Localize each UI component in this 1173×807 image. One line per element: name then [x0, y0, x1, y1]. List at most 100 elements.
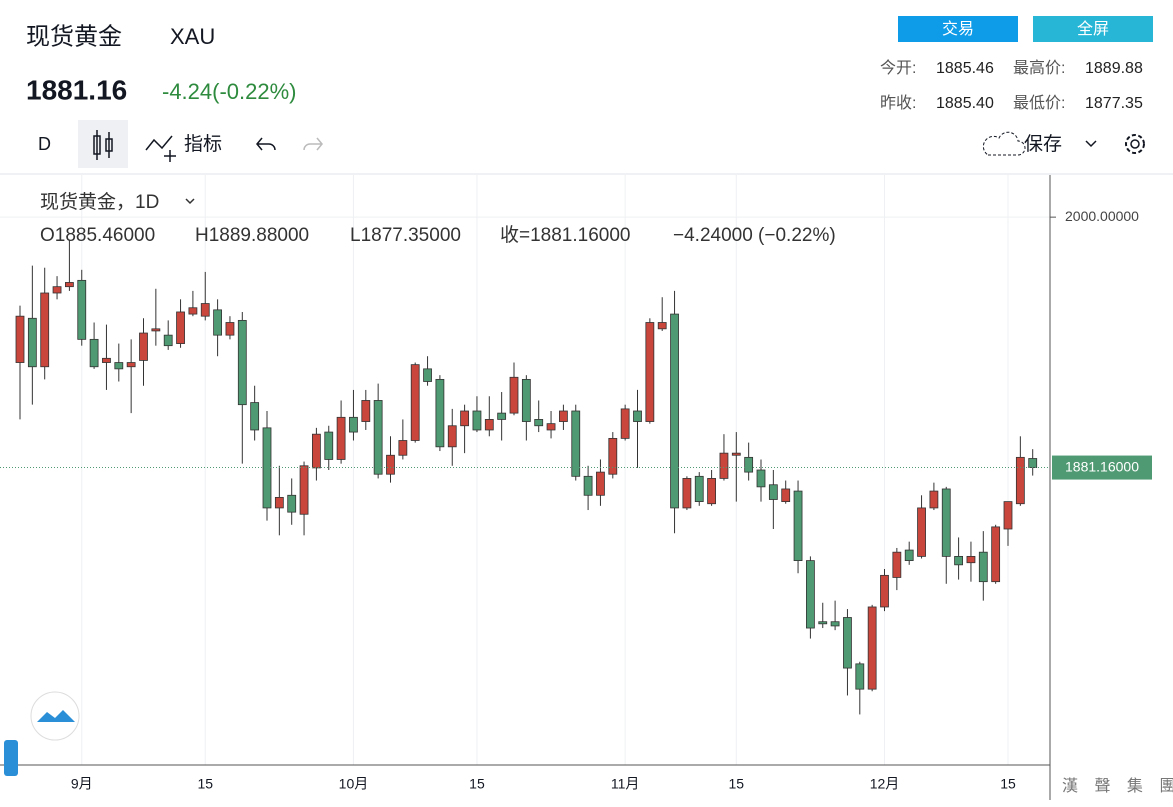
- candle-body: [917, 507, 926, 557]
- candle-body: [929, 490, 939, 509]
- price-change: -4.24(-0.22%): [162, 79, 297, 104]
- candle-body: [287, 494, 297, 513]
- trade-button-label[interactable]: 交易: [942, 20, 974, 38]
- candle-body: [324, 431, 334, 460]
- x-tick-label: 15: [197, 776, 213, 792]
- plot-area: [0, 175, 1050, 765]
- chart-style-button[interactable]: [78, 120, 128, 168]
- candle-body: [756, 469, 766, 488]
- candle-body: [386, 454, 395, 475]
- instrument-symbol: XAU: [170, 24, 215, 49]
- trade-button[interactable]: [898, 16, 1018, 42]
- candle-body: [867, 606, 877, 690]
- candle-body: [398, 440, 408, 456]
- last-price-badge: [1052, 455, 1152, 480]
- candle-body: [497, 412, 507, 420]
- candle-body: [978, 551, 988, 583]
- x-tick-label: 15: [469, 776, 485, 792]
- candle-body: [719, 452, 729, 479]
- candle-body: [657, 322, 667, 330]
- settings-icon-center: [1130, 139, 1140, 149]
- legend-value: −4.24000 (−0.22%): [673, 225, 836, 246]
- watermark: 漢 聲 集 團: [1062, 777, 1173, 795]
- candle-body: [163, 334, 173, 347]
- side-panel-tab[interactable]: [4, 740, 18, 776]
- fullscreen-button-label[interactable]: 全屏: [1077, 20, 1109, 38]
- candle-body: [509, 376, 519, 414]
- candle-body: [583, 475, 593, 496]
- candle-body: [1003, 501, 1013, 530]
- save-menu-chevron[interactable]: [1085, 140, 1097, 148]
- candle-body: [410, 364, 420, 441]
- candle-body: [559, 410, 568, 422]
- candle-body: [349, 416, 358, 433]
- legend-values: O1885.46000 H1889.88000 L1877.35000 收=1881.…: [40, 224, 836, 246]
- candle-body: [744, 456, 754, 473]
- candle-body: [15, 315, 25, 363]
- candle-body: [731, 452, 741, 456]
- candle-body: [571, 410, 581, 477]
- candle-body: [633, 410, 642, 422]
- x-tick-label: 9月: [71, 776, 93, 792]
- candle-body: [460, 410, 470, 427]
- stat-value: 1885.40: [936, 95, 994, 112]
- candle-body: [793, 490, 803, 562]
- candle-body: [435, 378, 445, 448]
- candle-body: [472, 410, 482, 431]
- stat-label: 昨收:: [880, 94, 916, 112]
- candle-body: [200, 303, 210, 317]
- candle-body: [373, 400, 383, 475]
- candle-body: [311, 433, 321, 469]
- candle-body: [151, 328, 161, 332]
- candle-body: [188, 307, 198, 315]
- candle-body: [52, 286, 62, 294]
- candle-body: [694, 475, 704, 503]
- candle-body: [77, 279, 87, 340]
- candle-body: [274, 496, 284, 509]
- candle-body: [818, 621, 828, 625]
- settings-icon[interactable]: [1125, 134, 1145, 154]
- candle-body: [670, 313, 679, 509]
- cloud-icon[interactable]: [982, 131, 1026, 156]
- logo-mark: [37, 710, 75, 722]
- candle-body: [534, 419, 544, 427]
- fullscreen-button[interactable]: [1033, 16, 1153, 42]
- logo-badge[interactable]: [30, 691, 80, 741]
- legend-value: L1877.35000: [350, 225, 461, 246]
- stat-value: 1885.46: [936, 60, 994, 77]
- save-button[interactable]: 保存: [1024, 133, 1062, 155]
- candle-body: [336, 416, 346, 460]
- candle-body: [546, 423, 556, 431]
- candle-body: [176, 311, 185, 344]
- candle-body: [126, 362, 136, 368]
- candle-icon: [93, 130, 113, 160]
- redo-icon[interactable]: [303, 137, 323, 151]
- candle-body: [941, 488, 951, 557]
- candle-body: [966, 555, 976, 564]
- candle-body: [423, 368, 432, 382]
- candle-body: [682, 478, 692, 509]
- candle-body: [102, 357, 111, 363]
- interval-button[interactable]: D: [38, 134, 51, 154]
- candle-body: [806, 560, 815, 629]
- indicator-icon[interactable]: [145, 135, 176, 162]
- indicators-button[interactable]: 指标: [184, 133, 222, 155]
- stat-label: 最高价:: [1013, 59, 1065, 77]
- candle-body: [843, 617, 852, 669]
- legend-title: 现货黄金，1D: [40, 191, 159, 213]
- candle-body: [880, 574, 889, 608]
- candle-body: [1028, 458, 1038, 468]
- candle-body: [1015, 456, 1025, 505]
- legend-value: O1885.46000: [40, 225, 155, 246]
- candle-body: [484, 419, 494, 431]
- legend-chevron: [185, 198, 195, 205]
- candle-body: [620, 408, 630, 439]
- candle-body: [768, 484, 778, 500]
- candle-body: [707, 478, 716, 505]
- undo-icon[interactable]: [256, 137, 276, 151]
- x-tick-label: 11月: [611, 776, 640, 792]
- candle-body: [225, 322, 235, 336]
- legend-value: 收=1881.16000: [500, 224, 630, 246]
- y-tick-label: 2000.00000: [1065, 208, 1139, 224]
